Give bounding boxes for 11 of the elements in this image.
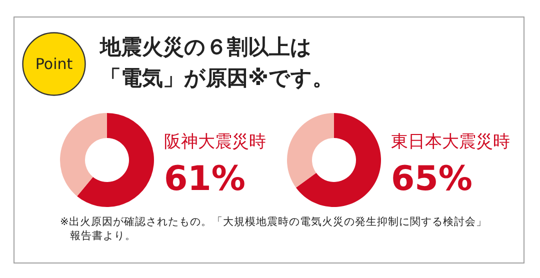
donut-slice	[60, 113, 107, 196]
text: ※出火原因が確認されたもの。「大規模地震時の電気火災の発生抑制に関する検討会」報告書より。	[60, 215, 487, 242]
text: Point	[35, 55, 73, 73]
donut-slice	[296, 113, 381, 207]
donut-slice	[77, 113, 154, 207]
data-label: 61%	[164, 159, 246, 199]
donut-slice	[287, 113, 334, 188]
text: 東日本大震災時	[391, 132, 510, 152]
data-label: 65%	[391, 159, 472, 199]
text: 地震火災の６割以上は「電気」が原因※です。	[99, 35, 334, 90]
text: 阪神大震災時	[164, 132, 266, 152]
